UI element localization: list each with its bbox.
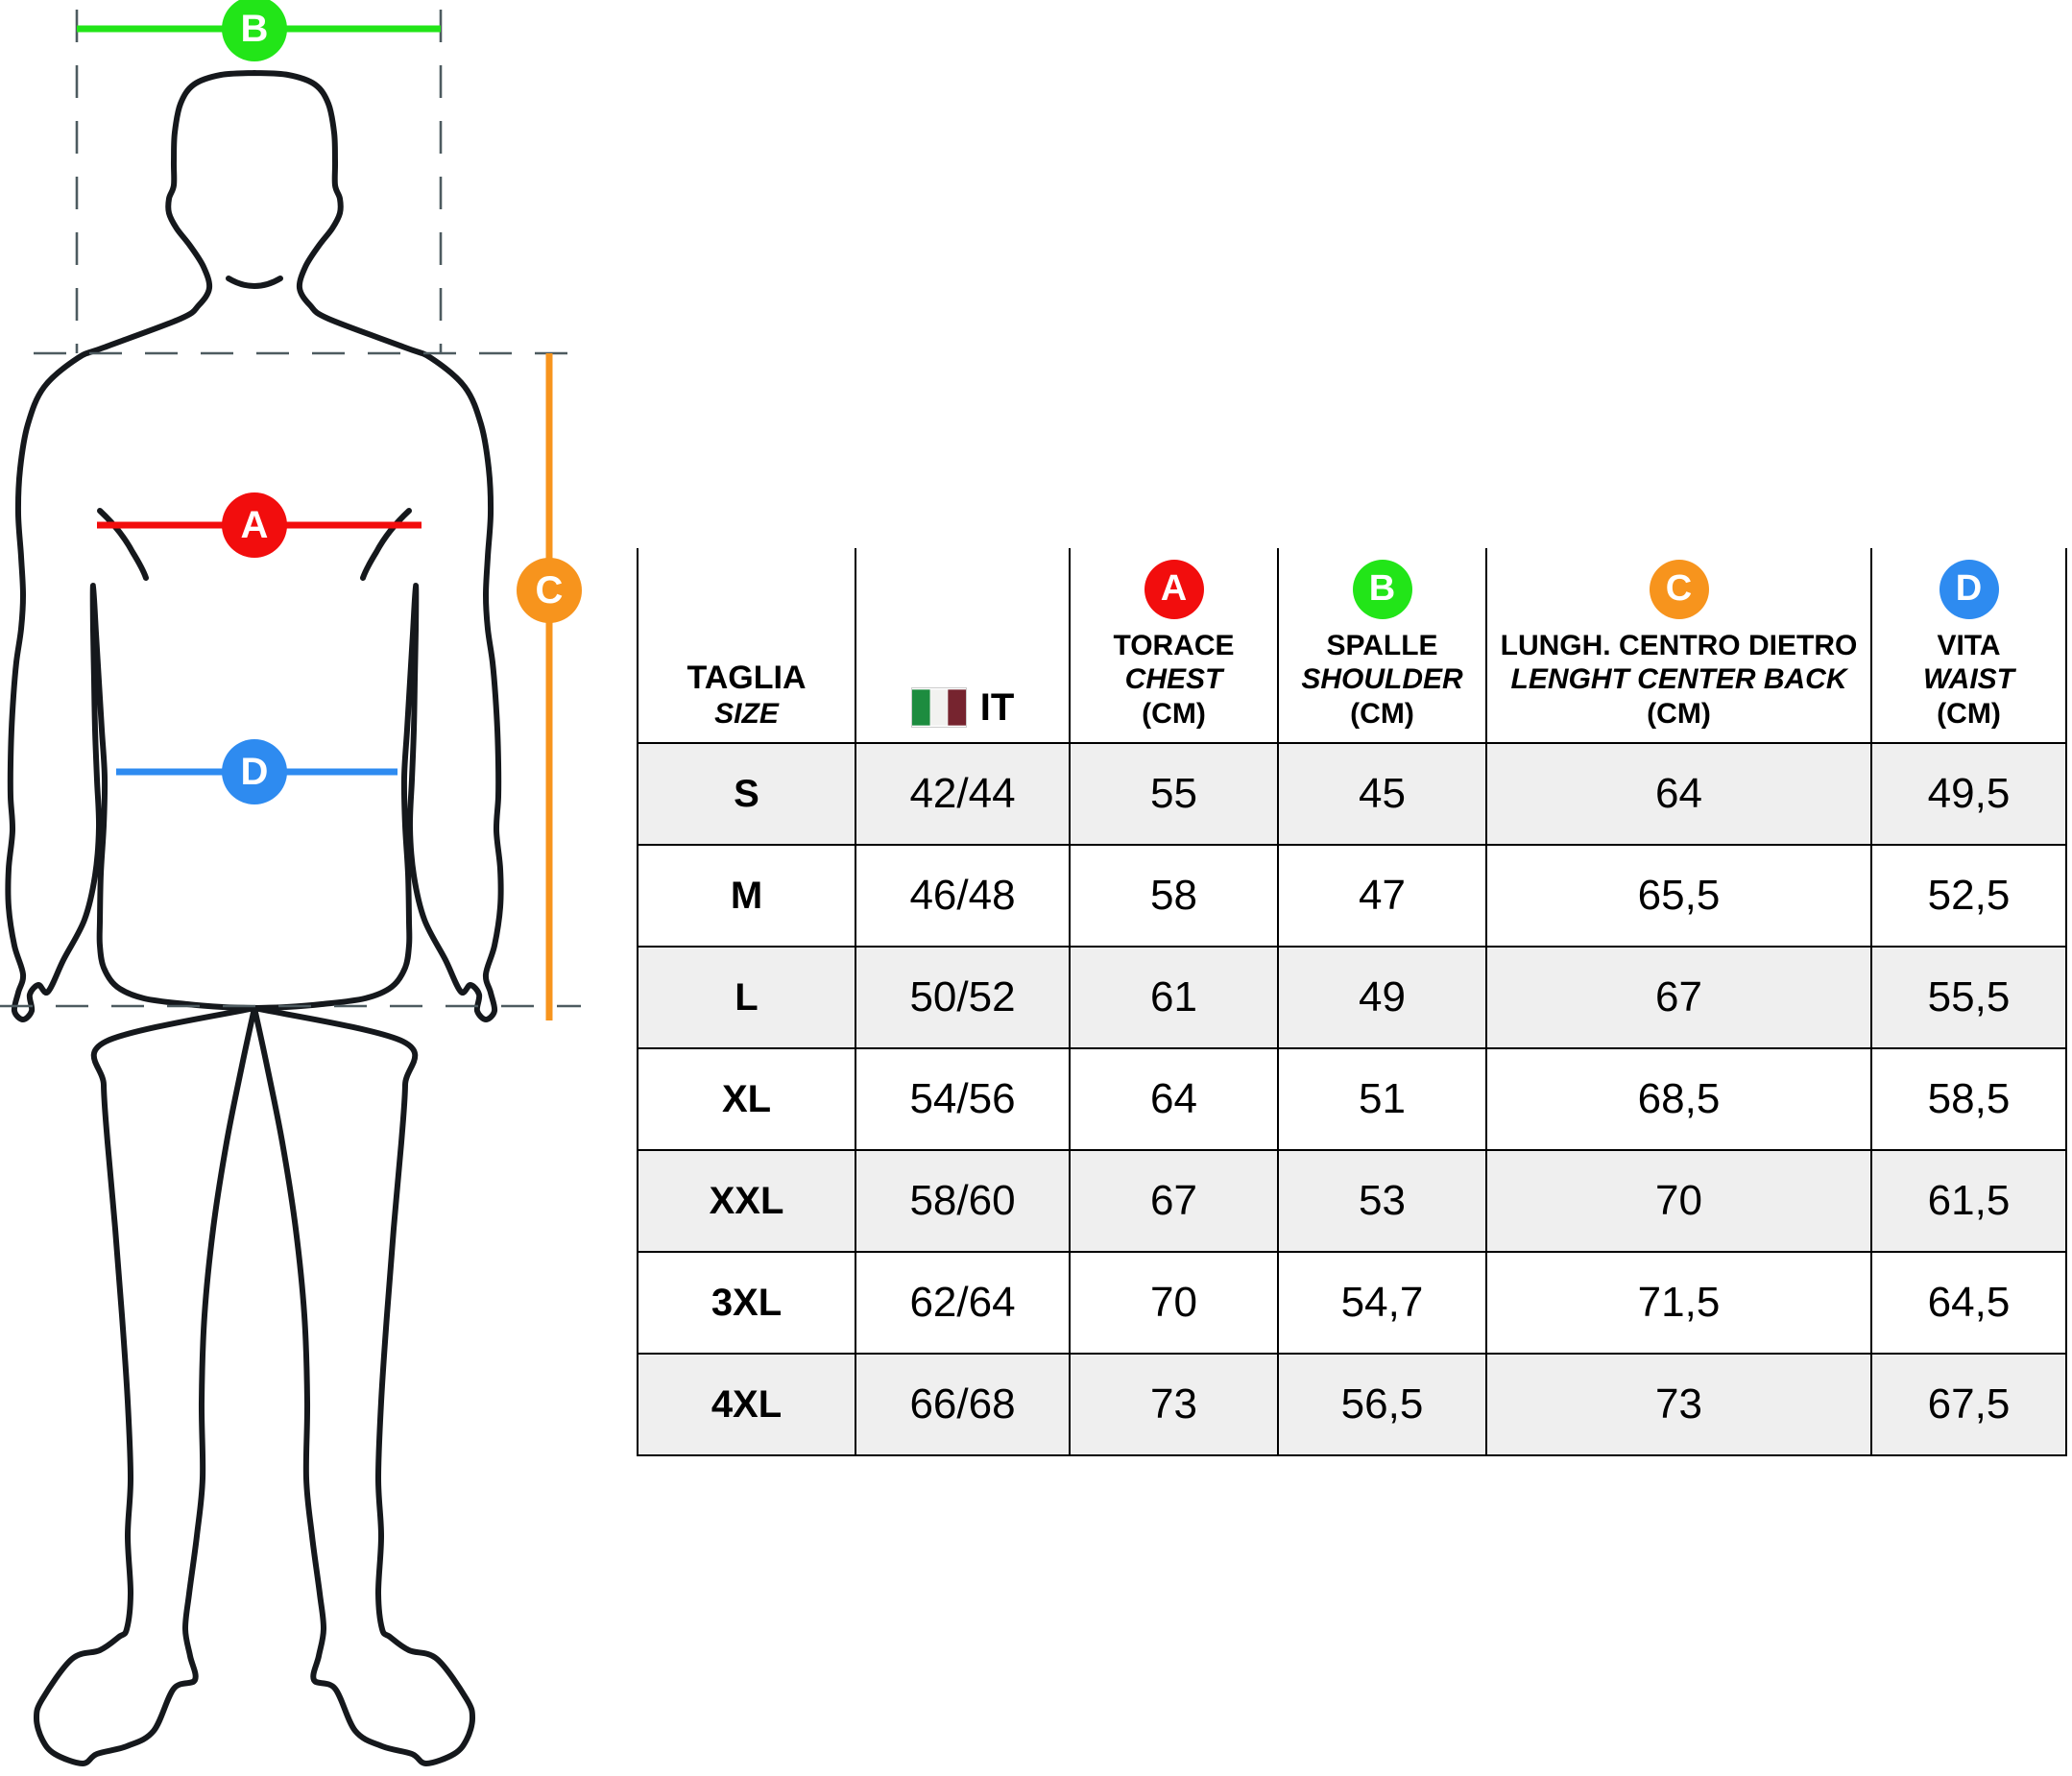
svg-text:B: B — [241, 8, 269, 50]
svg-text:A: A — [241, 504, 269, 546]
svg-text:C: C — [536, 569, 564, 612]
svg-text:D: D — [241, 751, 269, 793]
